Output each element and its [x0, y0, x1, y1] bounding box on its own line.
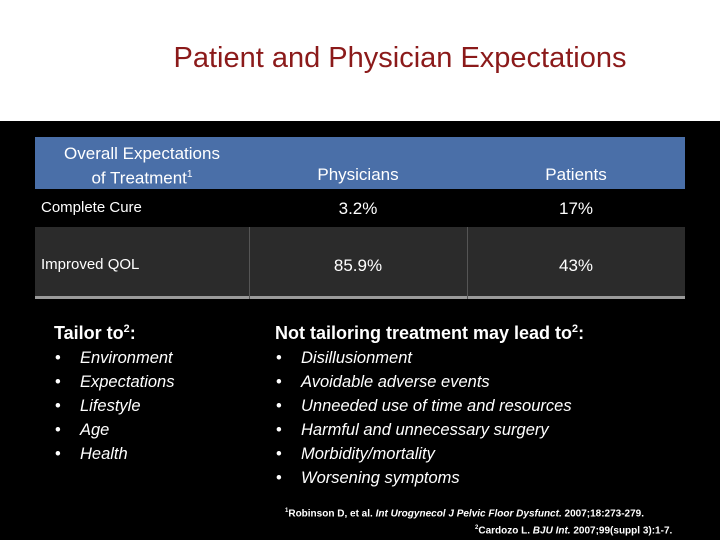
title-bar: Patient and Physician Expectations — [0, 0, 720, 121]
bullet: • — [276, 349, 282, 367]
header-physicians: Physicians — [317, 165, 399, 184]
list-item-text: Disillusionment — [301, 349, 412, 367]
ref-number: 1 — [285, 508, 289, 514]
bullet: • — [55, 445, 61, 463]
footnote-marker: 1 — [186, 169, 193, 180]
not-tailoring-list: • Disillusionment • Avoidable adverse even… — [276, 346, 572, 490]
ref-journal: BJU Int. — [532, 525, 571, 537]
footnote-marker: 2 — [123, 323, 130, 335]
bullet: • — [55, 421, 61, 439]
bullet: • — [276, 421, 282, 439]
list-item: • Worsening symptoms — [276, 466, 572, 490]
list-item-text: Health — [80, 445, 128, 463]
tailor-list: • Environment • Expectations • Lifestyle • A… — [55, 346, 174, 466]
list-item: • Age — [55, 418, 174, 442]
ref-authors: Robinson D, et al. — [288, 508, 376, 520]
bullet: • — [55, 397, 61, 415]
row-physicians-value: 85.9% — [333, 256, 383, 275]
ref-authors: Cardozo L. — [478, 525, 533, 537]
footnote-marker: 2 — [572, 323, 579, 335]
not-tailoring-heading-text: Not tailoring treatment may lead to — [275, 323, 573, 343]
list-item-text: Unneeded use of time and resources — [301, 397, 572, 415]
list-item-text: Avoidable adverse events — [301, 373, 490, 391]
tailor-heading-text: Tailor to — [54, 323, 124, 343]
ref-details: 2007;18:273-279. — [561, 508, 645, 520]
bullet: • — [276, 397, 282, 415]
list-item-text: Harmful and unnecessary surgery — [301, 421, 549, 439]
list-item-text: Worsening symptoms — [301, 469, 460, 487]
heading-colon: : — [578, 323, 585, 343]
heading-colon: : — [129, 323, 136, 343]
tailor-heading: Tailor to2: — [54, 323, 136, 344]
ref-journal: Int Urogynecol J Pelvic Floor Dysfunct. — [375, 508, 562, 520]
reference-1: 1Robinson D, et al. Int Urogynecol J Pel… — [285, 504, 672, 521]
header-col1-line2: of Treatment — [91, 168, 187, 188]
list-item-text: Lifestyle — [80, 397, 141, 415]
table-header-row: Overall Expectations of Treatment1 Physi… — [35, 137, 685, 189]
row-patients-value: 43% — [558, 256, 594, 275]
list-item-text: Environment — [80, 349, 173, 367]
bullet: • — [276, 445, 282, 463]
list-item: • Morbidity/mortality — [276, 442, 572, 466]
table-row: Complete Cure 3.2% 17% — [35, 189, 685, 227]
slide-title: Patient and Physician Expectations — [173, 42, 627, 74]
list-item: • Environment — [55, 346, 174, 370]
bullet: • — [276, 373, 282, 391]
list-item: • Disillusionment — [276, 346, 572, 370]
header-col1-line1: Overall Expectations — [64, 144, 220, 163]
list-item: • Lifestyle — [55, 394, 174, 418]
list-item: • Harmful and unnecessary surgery — [276, 418, 572, 442]
header-patients: Patients — [545, 165, 607, 184]
row-physicians-value: 3.2% — [338, 199, 378, 218]
column-divider — [467, 227, 468, 299]
header-col1-line2-wrap: of Treatment1 — [35, 164, 249, 189]
row-label: Complete Cure — [41, 199, 142, 216]
list-item-text: Morbidity/mortality — [301, 445, 435, 463]
header-overall-expectations: Overall Expectations of Treatment1 — [35, 143, 249, 189]
row-label: Improved QOL — [41, 256, 140, 273]
list-item: • Health — [55, 442, 174, 466]
list-item: • Unneeded use of time and resources — [276, 394, 572, 418]
references: 1Robinson D, et al. Int Urogynecol J Pel… — [285, 504, 672, 539]
list-item-text: Expectations — [80, 373, 175, 391]
bullet: • — [55, 349, 61, 367]
list-item-text: Age — [80, 421, 110, 439]
bullet: • — [276, 469, 282, 487]
ref-details: 2007;99(suppl 3):1-7. — [570, 525, 673, 537]
table-row: Improved QOL 85.9% 43% — [35, 227, 685, 299]
list-item: • Expectations — [55, 370, 174, 394]
list-item: • Avoidable adverse events — [276, 370, 572, 394]
reference-2: 2Cardozo L. BJU Int. 2007;99(suppl 3):1-… — [285, 521, 672, 538]
row-patients-value: 17% — [558, 199, 594, 218]
ref-number: 2 — [475, 525, 479, 532]
bullet: • — [55, 373, 61, 391]
not-tailoring-heading: Not tailoring treatment may lead to2: — [275, 323, 584, 344]
column-divider — [249, 227, 250, 299]
